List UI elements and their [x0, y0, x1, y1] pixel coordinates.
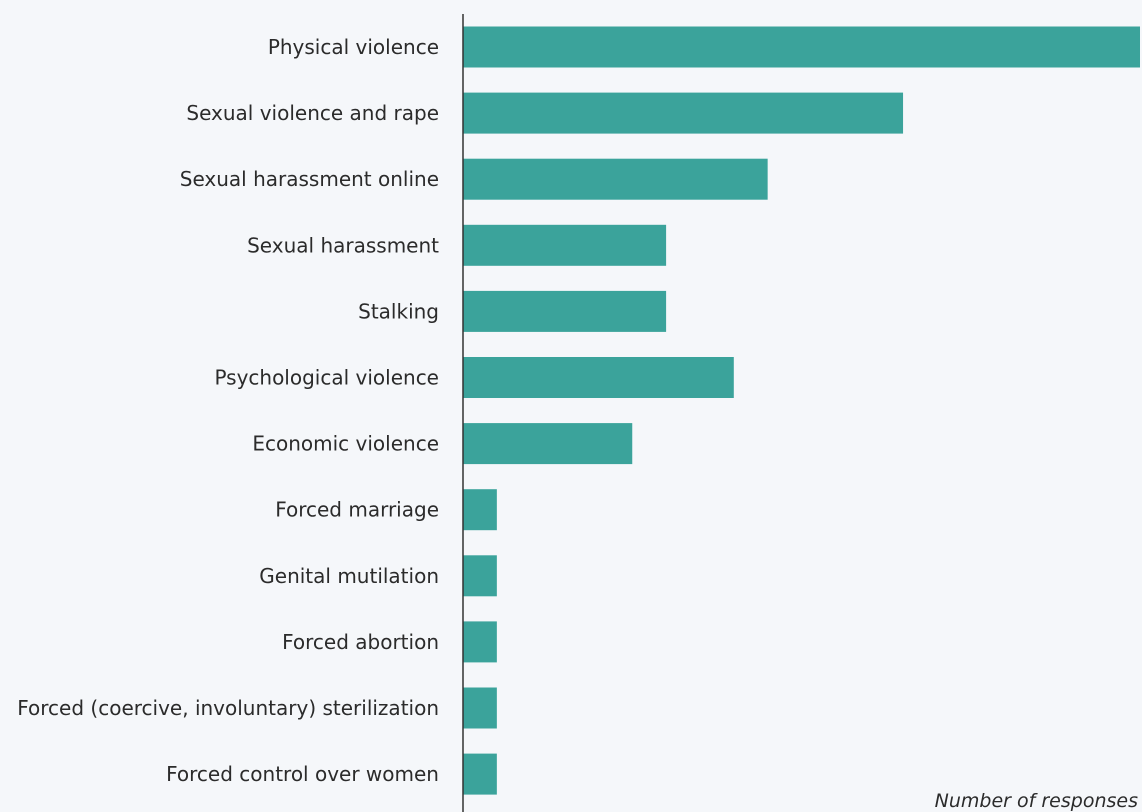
- bar-sexual-harassment-online: [463, 158, 768, 200]
- bar-forced-abortion: [463, 621, 497, 663]
- bar-forced-control-over-women: [463, 753, 497, 795]
- category-label: Sexual harassment online: [180, 167, 439, 191]
- category-label: Sexual violence and rape: [186, 101, 439, 125]
- bar-stalking: [463, 290, 667, 332]
- x-axis-title: Number of responses: [935, 790, 1138, 812]
- category-label: Forced (coercive, involuntary) steriliza…: [17, 696, 439, 720]
- bar-sexual-harassment: [463, 224, 667, 266]
- category-labels-group: Physical violence Sexual violence and rap…: [17, 35, 439, 786]
- category-label: Forced marriage: [275, 498, 439, 522]
- category-label: Psychological violence: [214, 366, 439, 390]
- category-label: Stalking: [358, 299, 439, 323]
- bar-genital-mutilation: [463, 555, 497, 597]
- category-label: Genital mutilation: [259, 564, 439, 588]
- category-label: Forced control over women: [166, 762, 439, 786]
- category-label: Sexual harassment: [247, 233, 439, 257]
- bar-sexual-violence-and-rape: [463, 92, 904, 134]
- bar-physical-violence: [463, 26, 1140, 68]
- category-label: Economic violence: [252, 432, 439, 456]
- bar-forced-marriage: [463, 489, 497, 531]
- bars-group: [463, 26, 1140, 795]
- bar-economic-violence: [463, 423, 633, 465]
- bar-forced-coercive-involuntary-sterilization: [463, 687, 497, 729]
- category-label: Physical violence: [268, 35, 439, 59]
- bar-psychological-violence: [463, 357, 734, 398]
- category-label: Forced abortion: [282, 630, 439, 654]
